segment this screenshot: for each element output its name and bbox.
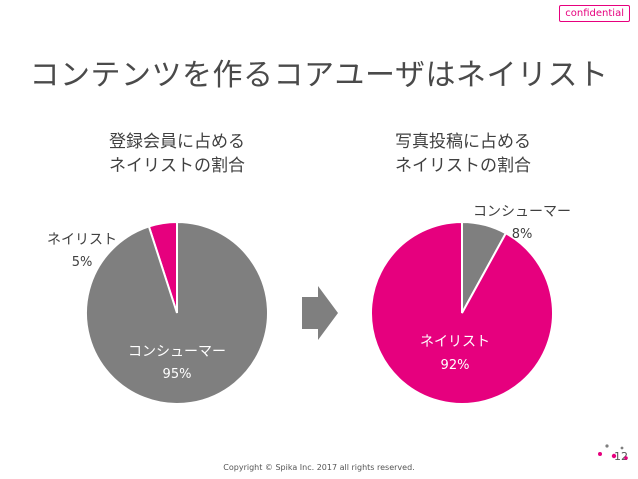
slice-value-2-1: 8% [512,227,533,242]
chart-2-title: 写真投稿に占める ネイリストの割合 [353,130,573,178]
pie-slice-1-2 [85,220,269,405]
slice-label-2-1: コンシューマー [473,204,571,220]
company-logo [598,444,628,460]
right-arrow-icon [302,286,338,340]
pie-chart-photo-posts: コンシューマー 8% ネイリスト 92% [370,204,571,405]
chart-2-title-line-1: 写真投稿に占める [395,132,531,152]
slice-label-2-2: ネイリスト [420,334,490,350]
chart-2-title-line-2: ネイリストの割合 [395,156,531,176]
slice-value-2-2: 92% [441,358,470,373]
page-number: 12 [614,450,628,463]
confidential-badge: confidential [559,5,630,22]
chart-1-title: 登録会員に占める ネイリストの割合 [67,130,287,178]
pie-slice-2-2 [370,220,554,405]
pie-chart-members: ネイリスト 5% コンシューマー 95% [47,220,269,405]
copyright-text: Copyright © Spika Inc. 2017 all rights r… [223,463,415,472]
slice-value-1-2: 95% [163,367,192,382]
chart-1-title-line-2: ネイリストの割合 [109,156,245,176]
slide-title: コンテンツを作るコアユーザはネイリスト [29,58,609,93]
slice-label-1-1: ネイリスト [47,232,117,248]
chart-1-title-line-1: 登録会員に占める [109,132,245,152]
slice-label-1-2: コンシューマー [128,344,226,360]
slice-value-1-1: 5% [72,255,93,270]
